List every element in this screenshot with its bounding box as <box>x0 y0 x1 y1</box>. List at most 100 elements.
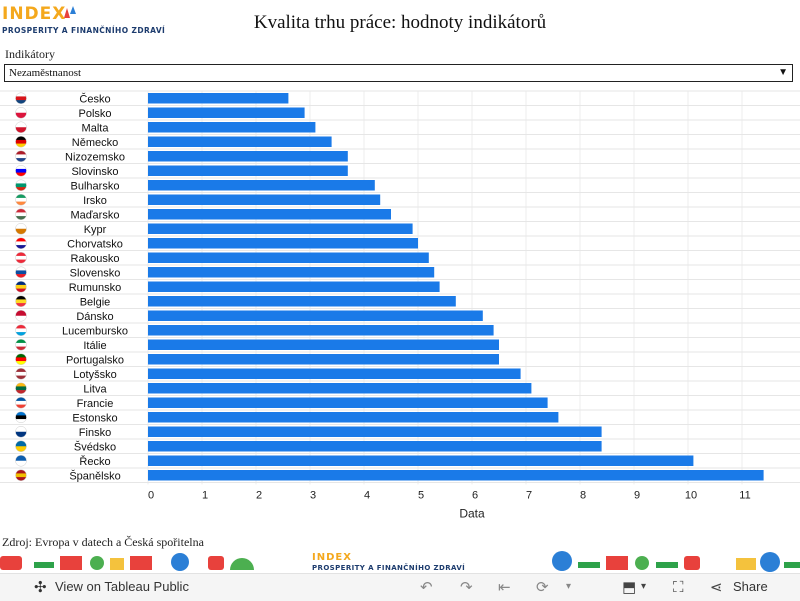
bar <box>148 209 391 220</box>
share-button[interactable]: Share <box>733 579 768 594</box>
flag-icon <box>15 107 27 119</box>
bar <box>148 165 348 176</box>
indicator-dropdown[interactable]: Nezaměstnanost ▼ <box>4 64 793 82</box>
redo-icon[interactable]: ↷ <box>460 578 473 596</box>
x-tick-label: 4 <box>364 490 370 502</box>
bar <box>148 412 559 423</box>
category-label: Německo <box>72 137 118 149</box>
bar <box>148 151 348 162</box>
bench-icon <box>60 556 82 570</box>
category-label: Česko <box>79 92 110 105</box>
page-title: Kvalita trhu práce: hodnoty indikátorů <box>253 12 547 33</box>
category-label: Chorvatsko <box>67 238 123 250</box>
category-label: Slovinsko <box>71 166 118 178</box>
revert-icon[interactable]: ⇤ <box>498 578 511 596</box>
flag-icon <box>15 121 27 133</box>
flag-icon <box>15 150 27 162</box>
car-icon <box>34 562 54 568</box>
category-label: Nizozemsko <box>65 151 125 163</box>
bar <box>148 397 548 408</box>
fullscreen-icon[interactable]: ⛶ <box>673 578 684 596</box>
footer-icons-left <box>0 553 254 571</box>
download-menu-chevron-icon[interactable]: ▾ <box>641 581 647 592</box>
x-axis-label: Data <box>459 507 485 521</box>
refresh-icon[interactable]: ⟳ <box>536 578 549 596</box>
footer-decoration <box>0 551 800 572</box>
car-icon <box>656 562 678 568</box>
bar <box>148 426 602 437</box>
x-tick-label: 5 <box>418 490 424 502</box>
undo-icon[interactable]: ↶ <box>420 578 433 596</box>
fence-icon <box>130 556 152 570</box>
logo-triangles-icon <box>64 6 76 18</box>
x-tick-label: 8 <box>580 490 586 502</box>
logo: INDEX PROSPERITY A FINANČNÍHO ZDRAVÍ <box>2 4 165 40</box>
bar <box>148 136 332 147</box>
x-tick-label: 1 <box>202 490 208 502</box>
flag-icon <box>15 440 27 452</box>
category-label: Itálie <box>83 340 106 352</box>
flag-icon <box>15 281 27 293</box>
bar <box>148 223 413 234</box>
view-on-tableau-link[interactable]: View on Tableau Public <box>55 579 189 594</box>
category-label: Finsko <box>79 427 111 439</box>
flag-icon <box>15 208 27 220</box>
bar <box>148 238 418 249</box>
x-tick-label: 2 <box>256 490 262 502</box>
category-label: Španělsko <box>69 469 120 482</box>
bush-icon <box>230 558 254 570</box>
category-label: Malta <box>82 122 110 134</box>
category-label: Maďarsko <box>71 209 120 221</box>
flag-icon <box>15 368 27 380</box>
category-label: Francie <box>77 398 114 410</box>
bar <box>148 339 499 350</box>
category-label: Estonsko <box>72 412 117 424</box>
flag-icon <box>15 266 27 278</box>
flag-icon <box>15 252 27 264</box>
flag-icon <box>15 223 27 235</box>
category-label: Rumunsko <box>69 282 122 294</box>
bar <box>148 325 494 336</box>
x-tick-label: 0 <box>148 490 154 502</box>
bench-icon <box>606 556 628 570</box>
category-label: Bulharsko <box>71 180 120 192</box>
footer-logo-text: INDEX <box>312 552 352 563</box>
footer-logo-subtitle: PROSPERITY A FINANČNÍHO ZDRAVÍ <box>312 564 466 572</box>
category-label: Kypr <box>84 224 107 236</box>
x-tick-label: 3 <box>310 490 316 502</box>
gear-icon <box>635 556 649 570</box>
flag-icon <box>15 237 27 249</box>
dropdown-arrow-icon: ▼ <box>778 67 788 78</box>
download-icon[interactable]: ⬒ <box>622 578 637 596</box>
category-label: Řecko <box>79 455 110 468</box>
car-icon <box>578 562 600 568</box>
bar <box>148 296 456 307</box>
category-label: Dánsko <box>76 311 113 323</box>
flag-icon <box>15 469 27 481</box>
footer-icons-right <box>552 551 800 572</box>
flag-icon <box>15 310 27 322</box>
bar <box>148 368 521 379</box>
category-label: Lucembursko <box>62 325 128 337</box>
building-icon <box>736 558 756 570</box>
bar <box>148 93 289 104</box>
bar <box>148 194 381 205</box>
x-tick-label: 9 <box>634 490 640 502</box>
category-label: Belgie <box>80 296 111 308</box>
globe-icon <box>171 553 189 571</box>
share-icon[interactable]: ⋖ <box>710 578 723 596</box>
flag-icon <box>15 339 27 351</box>
building-icon <box>110 558 124 570</box>
flag-icon <box>15 397 27 409</box>
bar <box>148 281 440 292</box>
flag-icon <box>15 426 27 438</box>
bus-icon <box>0 556 22 570</box>
bar <box>148 180 375 191</box>
bar <box>148 267 435 278</box>
bar <box>148 455 694 466</box>
bar-chart: Česko Polsko Malta Německo Nizozemsko Slovins… <box>0 90 800 521</box>
refresh-menu-chevron-icon[interactable]: ▾ <box>566 581 572 592</box>
category-label: Irsko <box>83 195 107 207</box>
flag-icon <box>15 194 27 206</box>
category-label: Portugalsko <box>66 354 124 366</box>
